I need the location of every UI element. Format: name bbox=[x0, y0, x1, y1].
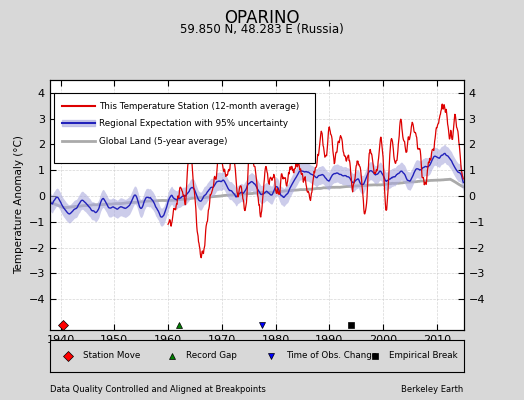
Text: This Temperature Station (12-month average): This Temperature Station (12-month avera… bbox=[100, 102, 300, 111]
Text: Time of Obs. Change: Time of Obs. Change bbox=[286, 352, 377, 360]
Text: Global Land (5-year average): Global Land (5-year average) bbox=[100, 137, 228, 146]
Text: Station Move: Station Move bbox=[83, 352, 140, 360]
Text: Empirical Break: Empirical Break bbox=[389, 352, 458, 360]
Text: Record Gap: Record Gap bbox=[187, 352, 237, 360]
Text: OPARINO: OPARINO bbox=[224, 9, 300, 27]
Text: Berkeley Earth: Berkeley Earth bbox=[401, 386, 464, 394]
Text: Regional Expectation with 95% uncertainty: Regional Expectation with 95% uncertaint… bbox=[100, 119, 288, 128]
Y-axis label: Temperature Anomaly (°C): Temperature Anomaly (°C) bbox=[14, 136, 24, 274]
Text: 59.850 N, 48.283 E (Russia): 59.850 N, 48.283 E (Russia) bbox=[180, 24, 344, 36]
Text: Data Quality Controlled and Aligned at Breakpoints: Data Quality Controlled and Aligned at B… bbox=[50, 386, 266, 394]
Bar bbox=[54, 92, 315, 162]
